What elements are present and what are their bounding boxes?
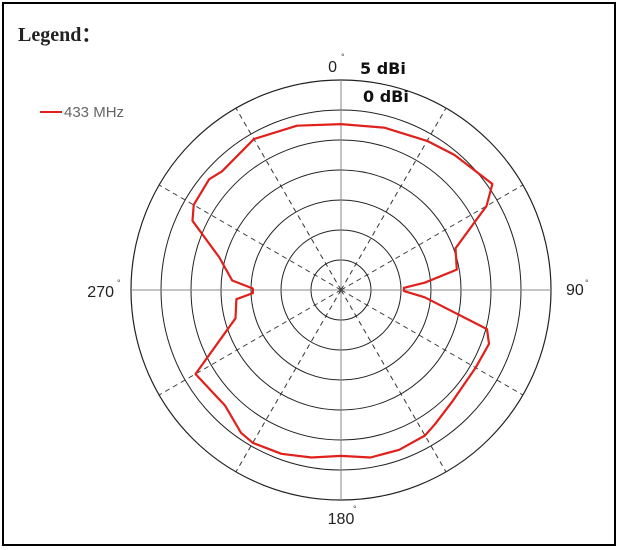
- grid-spoke: [340, 289, 447, 473]
- angle-tick-0: 0: [328, 59, 337, 76]
- degree-symbol: °: [341, 52, 345, 62]
- legend-label: 433 MHz: [64, 103, 125, 121]
- chart-frame: [2, 2, 616, 546]
- grid-spoke: [340, 184, 524, 291]
- series-433mhz-line: [191, 123, 494, 459]
- grid-spoke: [158, 289, 342, 396]
- legend-swatch: [40, 111, 62, 113]
- radial-label: 5 dBi: [360, 59, 406, 78]
- grid-spoke: [340, 289, 524, 396]
- legend-entry-433mhz: 433 MHz: [40, 102, 124, 122]
- grid-spoke: [158, 184, 342, 291]
- degree-symbol: °: [353, 504, 357, 514]
- grid-spoke: [235, 289, 342, 473]
- grid-spoke: [235, 107, 342, 291]
- grid-spoke: [340, 107, 447, 291]
- polar-grid: [130, 79, 552, 501]
- angle-tick-180: 180: [328, 511, 355, 528]
- degree-symbol: °: [117, 278, 121, 288]
- legend-title: Legend：: [18, 24, 102, 46]
- radial-label: 0 dBi: [363, 87, 409, 106]
- degree-symbol: °: [585, 278, 589, 288]
- polar-series: [191, 123, 494, 459]
- angle-tick-90: 90: [566, 282, 584, 299]
- angle-tick-270: 270: [87, 284, 114, 301]
